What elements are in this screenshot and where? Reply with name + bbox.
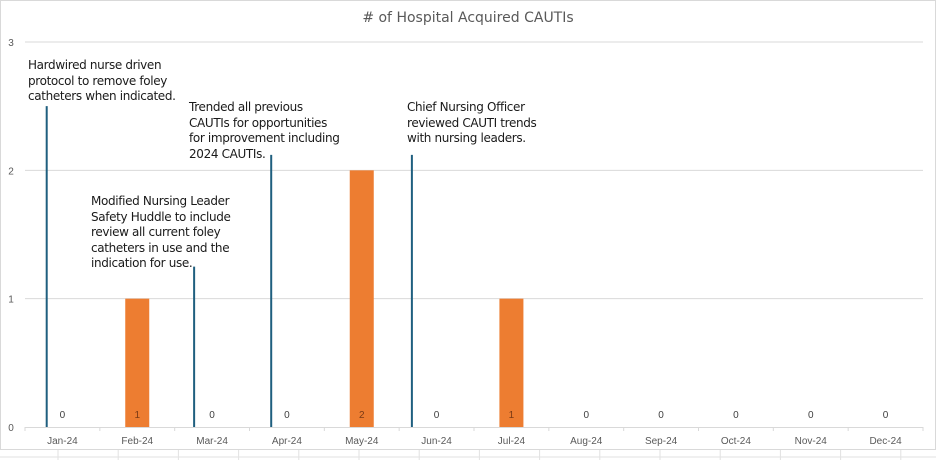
annotation-text-line: protocol to remove foley [28, 73, 167, 88]
annotation-text-line: indication for use. [91, 256, 193, 270]
annotation-text: Trended all previous CAUTIs for opportuni… [189, 100, 340, 162]
x-tick-label: Mar-24 [196, 436, 228, 447]
x-tick-label: Dec-24 [869, 436, 902, 447]
data-labels: 0 1 0 0 2 0 1 0 0 0 0 0 [60, 410, 889, 421]
y-tick-label: 3 [8, 38, 14, 49]
annotation-lines [45, 106, 413, 427]
data-label: 0 [583, 410, 589, 421]
annotation-text-line: catheters in use and the [91, 240, 230, 255]
y-tick-label: 0 [8, 423, 14, 434]
bars [125, 170, 524, 428]
x-tick-label: Feb-24 [121, 436, 153, 447]
x-tick-label: Jul-24 [498, 436, 526, 447]
x-tick-label: Apr-24 [272, 436, 302, 447]
data-label: 0 [60, 410, 66, 421]
data-label: 0 [883, 410, 889, 421]
y-tick-label: 2 [8, 166, 14, 177]
annotation-text-line: with nursing leaders. [407, 131, 526, 145]
x-tick-label: Nov-24 [795, 436, 828, 447]
annotation-text: Chief Nursing Officer reviewed CAUTI tren… [407, 100, 537, 147]
bar-jul-24 [499, 298, 524, 427]
x-axis: Jan-24 Feb-24 Mar-24 Apr-24 May-24 Jun-24 Jul-… [24, 427, 924, 447]
data-label: 1 [509, 410, 515, 421]
x-tick-label: Aug-24 [570, 436, 603, 447]
annotation-text-line: 2024 CAUTIs. [189, 146, 266, 161]
x-tick-label: Oct-24 [721, 436, 751, 447]
annotation-text-line: for improvement including [189, 131, 340, 145]
gridlines [25, 41, 923, 300]
y-axis: 0 1 2 3 [8, 38, 14, 434]
annotation-text-line: review all current foley [91, 225, 221, 239]
annotation-text-line: Safety Huddle to include [91, 209, 231, 224]
annotation-text-line: catheters when indicated. [28, 89, 176, 103]
x-tick-label: Jun-24 [421, 436, 452, 447]
annotation-text-line: reviewed CAUTI trends [407, 115, 537, 130]
annotation-text-line: Trended all previous [189, 100, 303, 114]
bar-feb-24 [125, 298, 150, 427]
bar-may-24 [349, 170, 374, 428]
data-label: 0 [434, 410, 440, 421]
y-tick-label: 1 [8, 295, 14, 306]
data-label: 1 [134, 410, 140, 421]
annotation-text-line: Hardwired nurse driven [28, 58, 162, 72]
data-label: 0 [284, 410, 290, 421]
chart-title: # of Hospital Acquired CAUTIs [362, 10, 573, 26]
data-label: 0 [733, 410, 739, 421]
annotation-text-line: Modified Nursing Leader [91, 194, 230, 208]
x-tick-label: Jan-24 [47, 436, 78, 447]
x-tick-label: Sep-24 [645, 436, 678, 447]
data-label: 0 [808, 410, 814, 421]
annotation-text: Hardwired nurse driven protocol to remove… [28, 58, 176, 105]
x-tick-label: May-24 [345, 436, 379, 447]
annotation-text: Modified Nursing Leader Safety Huddle to … [91, 194, 231, 272]
annotation-text-line: Chief Nursing Officer [407, 100, 525, 114]
chart-frame [0, 0, 936, 450]
data-label: 0 [209, 410, 215, 421]
data-label: 0 [658, 410, 664, 421]
data-label: 2 [359, 410, 365, 421]
annotation-text-line: CAUTIs for opportunities [189, 115, 327, 130]
